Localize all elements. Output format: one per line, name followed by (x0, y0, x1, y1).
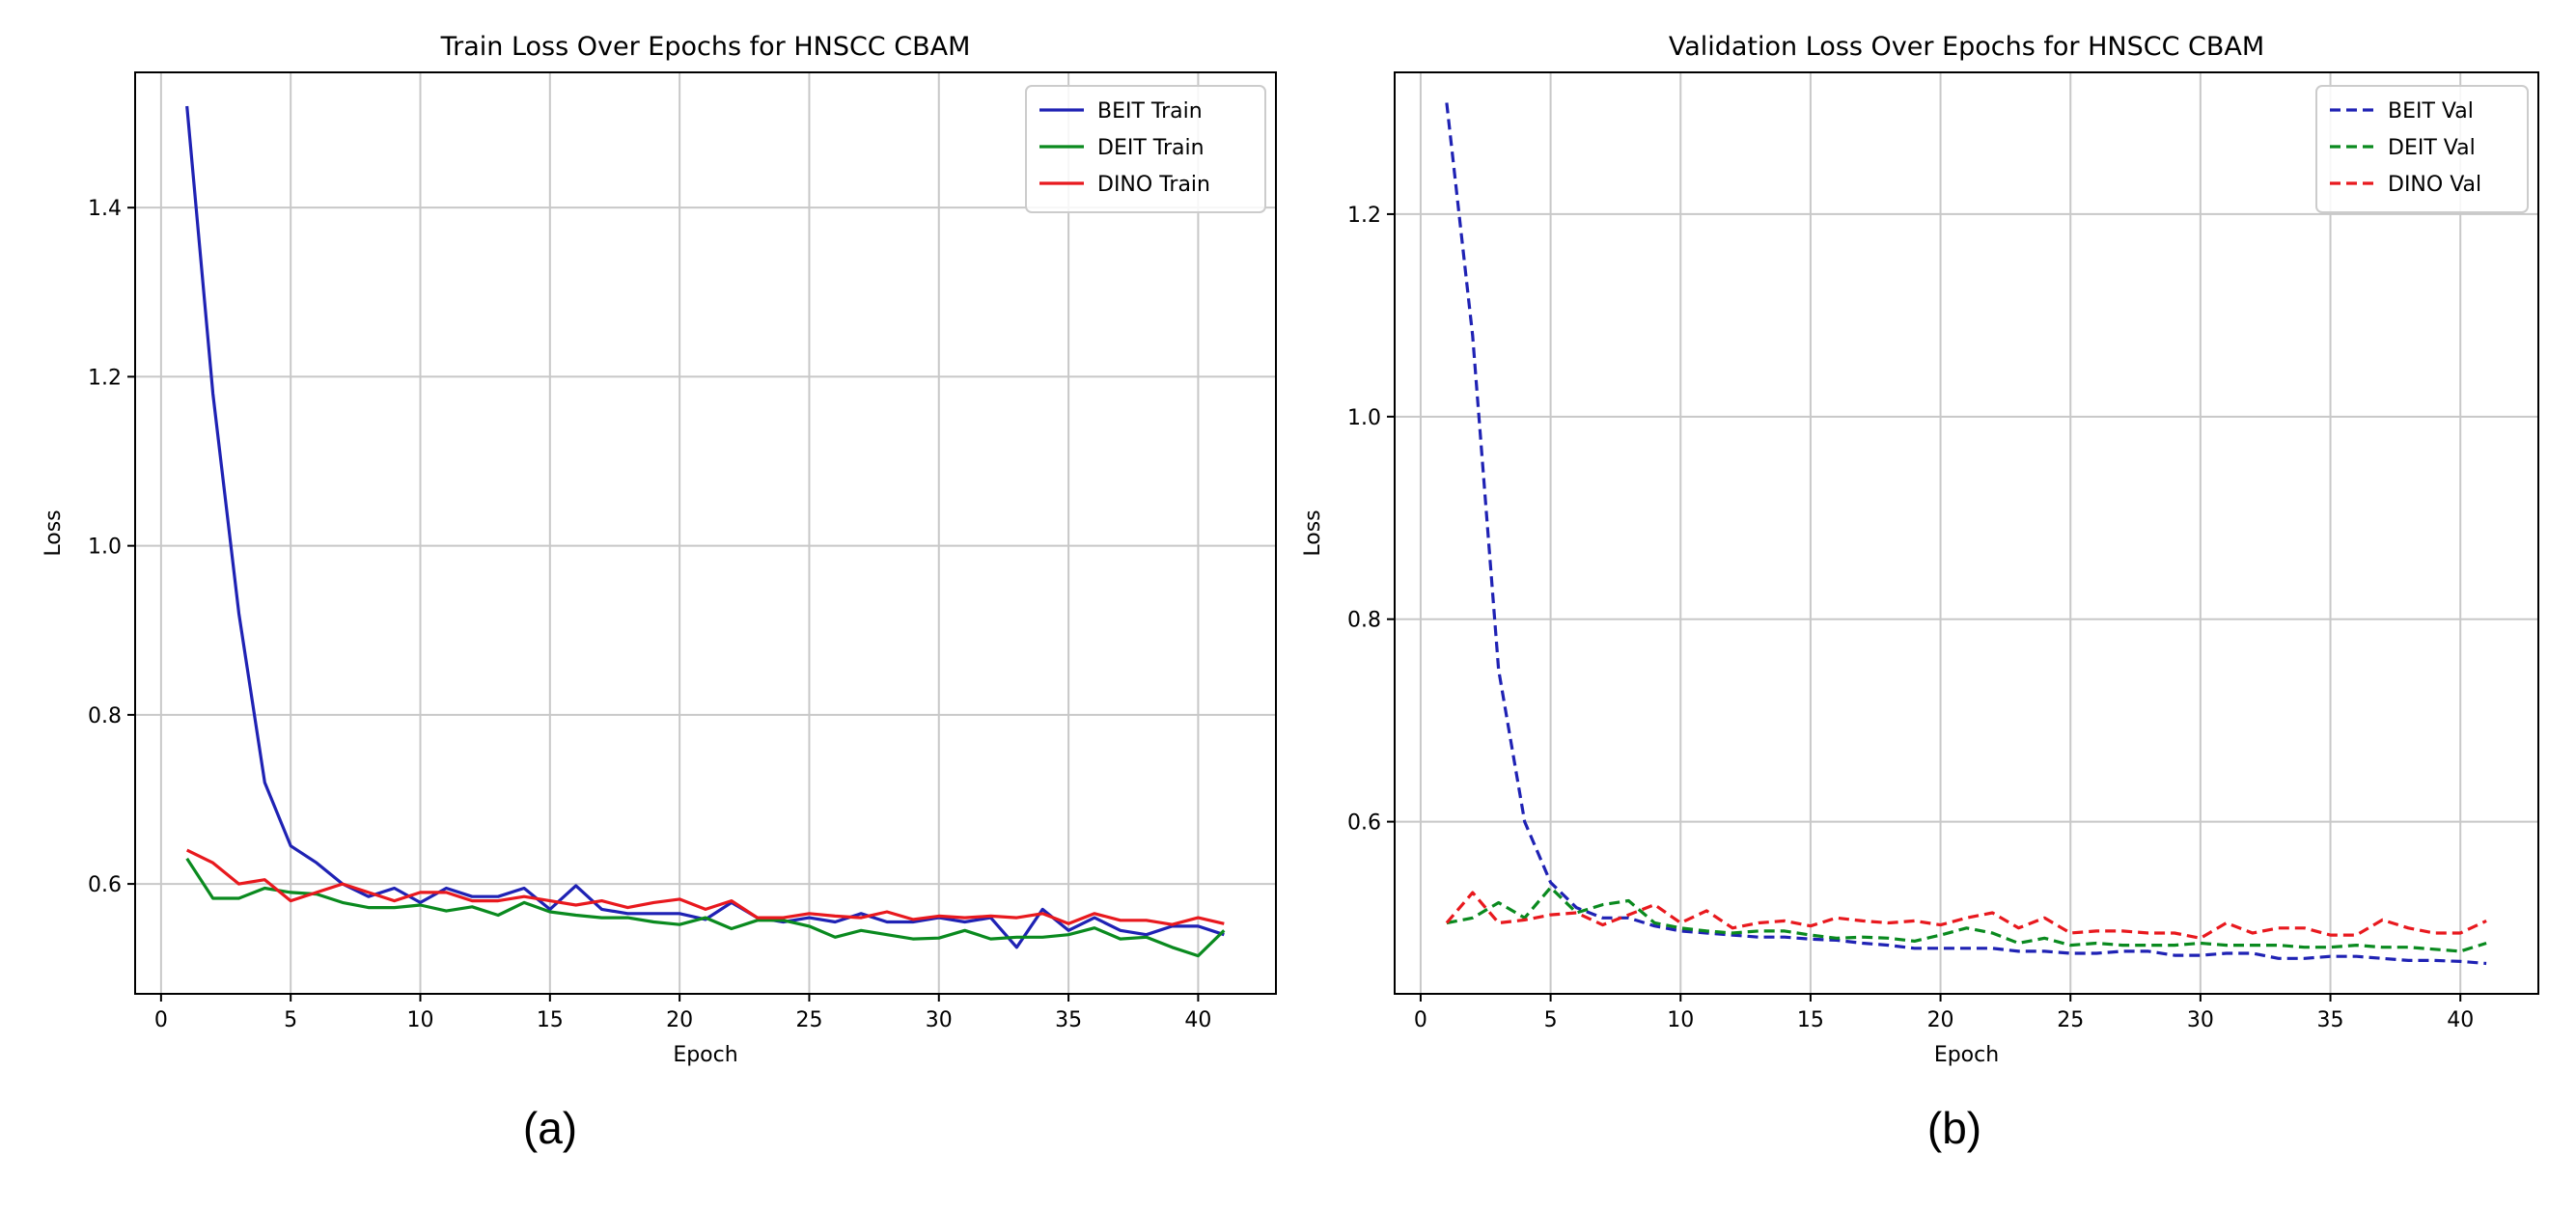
x-tick-label: 5 (1544, 1008, 1558, 1032)
x-axis-label: Epoch (673, 1043, 737, 1067)
legend: BEIT Val DEIT Val DINO Val (2315, 85, 2529, 213)
legend-label: DINO Train (1097, 173, 1210, 197)
y-tick-label: 0.8 (88, 704, 122, 728)
x-axis: 0 5 10 15 20 25 30 35 40 (1414, 994, 2474, 1032)
plot-frame (1394, 71, 2539, 995)
x-tick-label: 15 (537, 1008, 564, 1032)
legend-label: BEIT Val (2388, 99, 2474, 124)
x-tick-label: 25 (795, 1008, 822, 1032)
x-axis: 0 5 10 15 20 25 30 35 40 (154, 994, 1211, 1032)
series-group (1445, 102, 2487, 966)
x-tick-label: 5 (284, 1008, 297, 1032)
legend-label: BEIT Train (1097, 99, 1203, 124)
chart-panel-a: 0 5 10 15 20 25 30 35 40 0.6 0.8 1.0 1.2 1.4 Train Los… (42, 32, 1277, 1153)
series-line-deit-train (185, 857, 1226, 958)
y-tick-label: 1.0 (88, 536, 122, 560)
x-tick-label: 10 (1667, 1008, 1694, 1032)
chart-title: Train Loss Over Epochs for HNSCC CBAM (440, 32, 971, 62)
x-tick-label: 10 (407, 1008, 434, 1032)
y-axis: 0.6 0.8 1.0 1.2 (1347, 204, 1395, 836)
panel-caption: (a) (523, 1103, 577, 1153)
x-tick-label: 35 (1055, 1008, 1082, 1032)
x-axis-label: Epoch (1934, 1043, 1999, 1067)
panel-caption: (b) (1927, 1103, 1981, 1153)
x-tick-label: 25 (2057, 1008, 2084, 1032)
plot-frame (134, 71, 1277, 995)
series-line-dino-val (1445, 891, 2487, 940)
y-tick-label: 1.4 (88, 197, 122, 221)
legend: BEIT Train DEIT Train DINO Train (1025, 85, 1266, 213)
y-tick-label: 1.2 (88, 366, 122, 390)
series-line-deit-val (1446, 886, 2487, 953)
y-tick-label: 0.6 (1347, 811, 1381, 836)
x-tick-label: 0 (1414, 1008, 1427, 1032)
x-tick-label: 15 (1797, 1008, 1824, 1032)
series-group (185, 105, 1226, 958)
x-tick-label: 30 (2187, 1008, 2214, 1032)
chart-title: Validation Loss Over Epochs for HNSCC CB… (1669, 32, 2264, 62)
legend-box (1025, 85, 1266, 213)
series-line-dino-train (185, 848, 1225, 926)
x-tick-label: 20 (666, 1008, 693, 1032)
legend-label: DEIT Val (2388, 136, 2476, 160)
legend-label: DEIT Train (1097, 136, 1205, 160)
x-tick-label: 40 (2447, 1008, 2474, 1032)
legend-box (2315, 85, 2529, 213)
y-tick-label: 1.0 (1347, 406, 1381, 430)
legend-label: DINO Val (2388, 173, 2481, 197)
y-axis-label: Loss (1301, 509, 1325, 556)
y-tick-label: 1.2 (1347, 204, 1381, 228)
y-axis: 0.6 0.8 1.0 1.2 1.4 (88, 197, 135, 897)
chart-panel-b: 0 5 10 15 20 25 30 35 40 0.6 0.8 1.0 1.2 Validation L… (1301, 32, 2539, 1153)
x-tick-label: 0 (154, 1008, 168, 1032)
x-tick-label: 20 (1927, 1008, 1954, 1032)
x-tick-label: 40 (1184, 1008, 1211, 1032)
y-tick-label: 0.6 (88, 873, 122, 897)
grid (1395, 72, 2538, 994)
y-tick-label: 0.8 (1347, 609, 1381, 633)
x-tick-label: 30 (926, 1008, 953, 1032)
x-tick-label: 35 (2317, 1008, 2344, 1032)
y-axis-label: Loss (42, 509, 66, 556)
